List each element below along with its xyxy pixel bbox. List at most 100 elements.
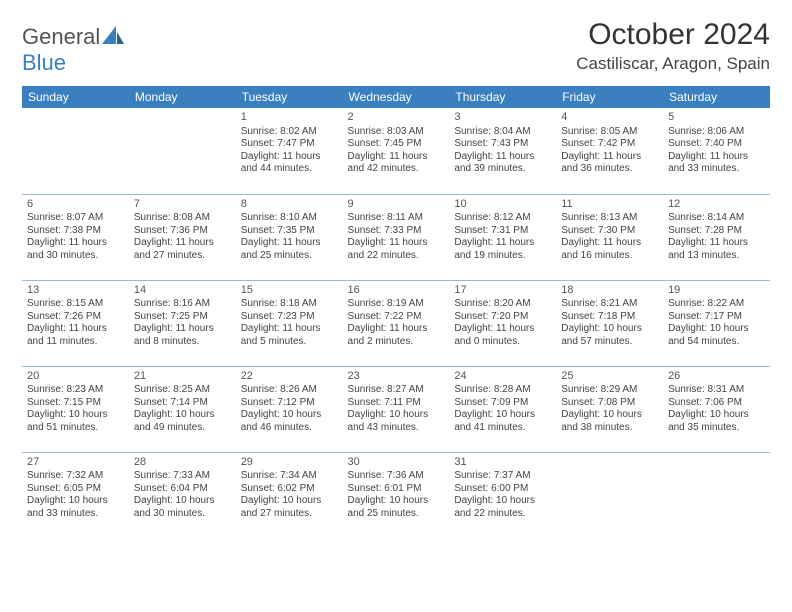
daylight-text: Daylight: 11 hours and 8 minutes. bbox=[134, 323, 231, 348]
daylight-text: Daylight: 10 hours and 30 minutes. bbox=[134, 495, 231, 520]
day-number: 8 bbox=[241, 198, 338, 212]
calendar-day-cell: 17Sunrise: 8:20 AMSunset: 7:20 PMDayligh… bbox=[449, 280, 556, 366]
daylight-text: Daylight: 10 hours and 25 minutes. bbox=[348, 495, 445, 520]
calendar-day-cell: 8Sunrise: 8:10 AMSunset: 7:35 PMDaylight… bbox=[236, 194, 343, 280]
sunset-text: Sunset: 7:35 PM bbox=[241, 225, 338, 238]
calendar-day-cell: 31Sunrise: 7:37 AMSunset: 6:00 PMDayligh… bbox=[449, 452, 556, 538]
calendar-day-cell: 22Sunrise: 8:26 AMSunset: 7:12 PMDayligh… bbox=[236, 366, 343, 452]
daylight-text: Daylight: 11 hours and 2 minutes. bbox=[348, 323, 445, 348]
calendar-day-cell: 23Sunrise: 8:27 AMSunset: 7:11 PMDayligh… bbox=[343, 366, 450, 452]
day-number: 17 bbox=[454, 284, 551, 298]
sunrise-text: Sunrise: 8:27 AM bbox=[348, 384, 445, 397]
calendar-day-cell: 29Sunrise: 7:34 AMSunset: 6:02 PMDayligh… bbox=[236, 452, 343, 538]
calendar-day-cell: 30Sunrise: 7:36 AMSunset: 6:01 PMDayligh… bbox=[343, 452, 450, 538]
daylight-text: Daylight: 11 hours and 33 minutes. bbox=[668, 151, 765, 176]
brand-text: GeneralBlue bbox=[22, 24, 124, 76]
sunrise-text: Sunrise: 8:31 AM bbox=[668, 384, 765, 397]
day-number: 22 bbox=[241, 370, 338, 384]
calendar-day-cell: 14Sunrise: 8:16 AMSunset: 7:25 PMDayligh… bbox=[129, 280, 236, 366]
sunrise-text: Sunrise: 8:03 AM bbox=[348, 126, 445, 139]
sunrise-text: Sunrise: 8:16 AM bbox=[134, 298, 231, 311]
sunset-text: Sunset: 7:08 PM bbox=[561, 397, 658, 410]
sunrise-text: Sunrise: 7:37 AM bbox=[454, 470, 551, 483]
sunset-text: Sunset: 7:09 PM bbox=[454, 397, 551, 410]
calendar-day-cell: 12Sunrise: 8:14 AMSunset: 7:28 PMDayligh… bbox=[663, 194, 770, 280]
calendar-day-cell: 27Sunrise: 7:32 AMSunset: 6:05 PMDayligh… bbox=[22, 452, 129, 538]
calendar-day-cell: 21Sunrise: 8:25 AMSunset: 7:14 PMDayligh… bbox=[129, 366, 236, 452]
day-number: 5 bbox=[668, 111, 765, 125]
day-number: 28 bbox=[134, 456, 231, 470]
daylight-text: Daylight: 10 hours and 27 minutes. bbox=[241, 495, 338, 520]
daylight-text: Daylight: 10 hours and 41 minutes. bbox=[454, 409, 551, 434]
daylight-text: Daylight: 10 hours and 38 minutes. bbox=[561, 409, 658, 434]
sunrise-text: Sunrise: 8:20 AM bbox=[454, 298, 551, 311]
sunrise-text: Sunrise: 8:15 AM bbox=[27, 298, 124, 311]
sunset-text: Sunset: 6:04 PM bbox=[134, 483, 231, 496]
sunset-text: Sunset: 7:47 PM bbox=[241, 138, 338, 151]
sunrise-text: Sunrise: 8:05 AM bbox=[561, 126, 658, 139]
sunrise-text: Sunrise: 8:19 AM bbox=[348, 298, 445, 311]
calendar-day-cell: 2Sunrise: 8:03 AMSunset: 7:45 PMDaylight… bbox=[343, 108, 450, 194]
sunset-text: Sunset: 7:06 PM bbox=[668, 397, 765, 410]
daylight-text: Daylight: 10 hours and 57 minutes. bbox=[561, 323, 658, 348]
brand-logo: GeneralBlue bbox=[22, 24, 124, 76]
sunset-text: Sunset: 7:42 PM bbox=[561, 138, 658, 151]
sunset-text: Sunset: 7:25 PM bbox=[134, 311, 231, 324]
calendar-day-cell: 1Sunrise: 8:02 AMSunset: 7:47 PMDaylight… bbox=[236, 108, 343, 194]
daylight-text: Daylight: 10 hours and 51 minutes. bbox=[27, 409, 124, 434]
day-number: 14 bbox=[134, 284, 231, 298]
calendar-day-cell: 9Sunrise: 8:11 AMSunset: 7:33 PMDaylight… bbox=[343, 194, 450, 280]
day-number: 4 bbox=[561, 111, 658, 125]
daylight-text: Daylight: 11 hours and 16 minutes. bbox=[561, 237, 658, 262]
day-number: 15 bbox=[241, 284, 338, 298]
calendar-day-cell: 5Sunrise: 8:06 AMSunset: 7:40 PMDaylight… bbox=[663, 108, 770, 194]
weekday-header: Sunday bbox=[22, 86, 129, 108]
sunrise-text: Sunrise: 8:06 AM bbox=[668, 126, 765, 139]
weekday-header: Saturday bbox=[663, 86, 770, 108]
calendar-day-cell: 15Sunrise: 8:18 AMSunset: 7:23 PMDayligh… bbox=[236, 280, 343, 366]
weekday-header: Friday bbox=[556, 86, 663, 108]
calendar-table: SundayMondayTuesdayWednesdayThursdayFrid… bbox=[22, 86, 770, 538]
day-number: 11 bbox=[561, 198, 658, 212]
sunrise-text: Sunrise: 8:02 AM bbox=[241, 126, 338, 139]
day-number: 23 bbox=[348, 370, 445, 384]
calendar-day-cell: 6Sunrise: 8:07 AMSunset: 7:38 PMDaylight… bbox=[22, 194, 129, 280]
brand-part1: General bbox=[22, 24, 100, 49]
sunset-text: Sunset: 7:45 PM bbox=[348, 138, 445, 151]
weekday-header: Thursday bbox=[449, 86, 556, 108]
sunrise-text: Sunrise: 7:34 AM bbox=[241, 470, 338, 483]
sunrise-text: Sunrise: 8:11 AM bbox=[348, 212, 445, 225]
daylight-text: Daylight: 11 hours and 25 minutes. bbox=[241, 237, 338, 262]
calendar-day-cell: 4Sunrise: 8:05 AMSunset: 7:42 PMDaylight… bbox=[556, 108, 663, 194]
sunset-text: Sunset: 7:38 PM bbox=[27, 225, 124, 238]
sunset-text: Sunset: 7:15 PM bbox=[27, 397, 124, 410]
day-number: 24 bbox=[454, 370, 551, 384]
calendar-day-cell: 3Sunrise: 8:04 AMSunset: 7:43 PMDaylight… bbox=[449, 108, 556, 194]
sunrise-text: Sunrise: 8:21 AM bbox=[561, 298, 658, 311]
daylight-text: Daylight: 11 hours and 13 minutes. bbox=[668, 237, 765, 262]
sunrise-text: Sunrise: 8:23 AM bbox=[27, 384, 124, 397]
sunset-text: Sunset: 7:20 PM bbox=[454, 311, 551, 324]
sunrise-text: Sunrise: 8:04 AM bbox=[454, 126, 551, 139]
sunset-text: Sunset: 7:30 PM bbox=[561, 225, 658, 238]
sunset-text: Sunset: 7:43 PM bbox=[454, 138, 551, 151]
sunset-text: Sunset: 7:26 PM bbox=[27, 311, 124, 324]
calendar-empty-cell bbox=[129, 108, 236, 194]
day-number: 30 bbox=[348, 456, 445, 470]
daylight-text: Daylight: 11 hours and 11 minutes. bbox=[27, 323, 124, 348]
sunset-text: Sunset: 6:01 PM bbox=[348, 483, 445, 496]
sunrise-text: Sunrise: 7:36 AM bbox=[348, 470, 445, 483]
sunrise-text: Sunrise: 7:32 AM bbox=[27, 470, 124, 483]
page-title: October 2024 bbox=[576, 18, 770, 52]
daylight-text: Daylight: 11 hours and 44 minutes. bbox=[241, 151, 338, 176]
weekday-header: Tuesday bbox=[236, 86, 343, 108]
weekday-header: Monday bbox=[129, 86, 236, 108]
calendar-day-cell: 28Sunrise: 7:33 AMSunset: 6:04 PMDayligh… bbox=[129, 452, 236, 538]
calendar-day-cell: 25Sunrise: 8:29 AMSunset: 7:08 PMDayligh… bbox=[556, 366, 663, 452]
sunrise-text: Sunrise: 8:07 AM bbox=[27, 212, 124, 225]
sunrise-text: Sunrise: 8:22 AM bbox=[668, 298, 765, 311]
calendar-body: 1Sunrise: 8:02 AMSunset: 7:47 PMDaylight… bbox=[22, 108, 770, 538]
day-number: 18 bbox=[561, 284, 658, 298]
daylight-text: Daylight: 10 hours and 22 minutes. bbox=[454, 495, 551, 520]
daylight-text: Daylight: 11 hours and 39 minutes. bbox=[454, 151, 551, 176]
